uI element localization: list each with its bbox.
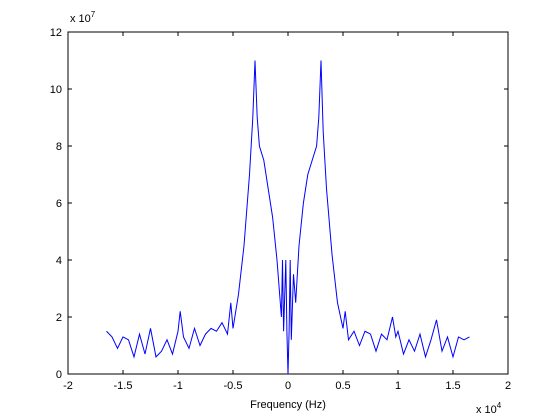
x-tick-label: -2 [63,380,73,392]
x-multiplier-exponent: 4 [497,401,502,410]
y-tick-label: 12 [50,27,62,39]
plot-frame [67,31,509,375]
x-axis-label: Frequency (Hz) [250,399,326,411]
y-tick-label: 4 [56,255,62,267]
y-multiplier-base: x 10 [70,13,91,25]
x-tick-label: 1 [395,380,401,392]
x-tick-label: 2 [505,380,511,392]
y-tick-label: 2 [56,312,62,324]
x-multiplier-base: x 10 [476,404,497,416]
y-tick-label: 6 [56,198,62,210]
x-tick-label: -1.5 [114,380,133,392]
y-tick-label: 8 [56,141,62,153]
x-multiplier: x 104 [476,401,502,416]
y-tick-label: 0 [56,369,62,381]
y-multiplier: x 107 [70,10,96,25]
data-line [106,60,470,375]
y-multiplier-exponent: 7 [91,10,96,19]
x-tick-label: -1 [173,380,183,392]
x-tick-label: 0.5 [335,380,350,392]
x-tick-label: 0 [285,380,291,392]
y-tick-label: 10 [50,84,62,96]
x-tick-label: 1.5 [445,380,460,392]
x-tick-label: -0.5 [224,380,243,392]
